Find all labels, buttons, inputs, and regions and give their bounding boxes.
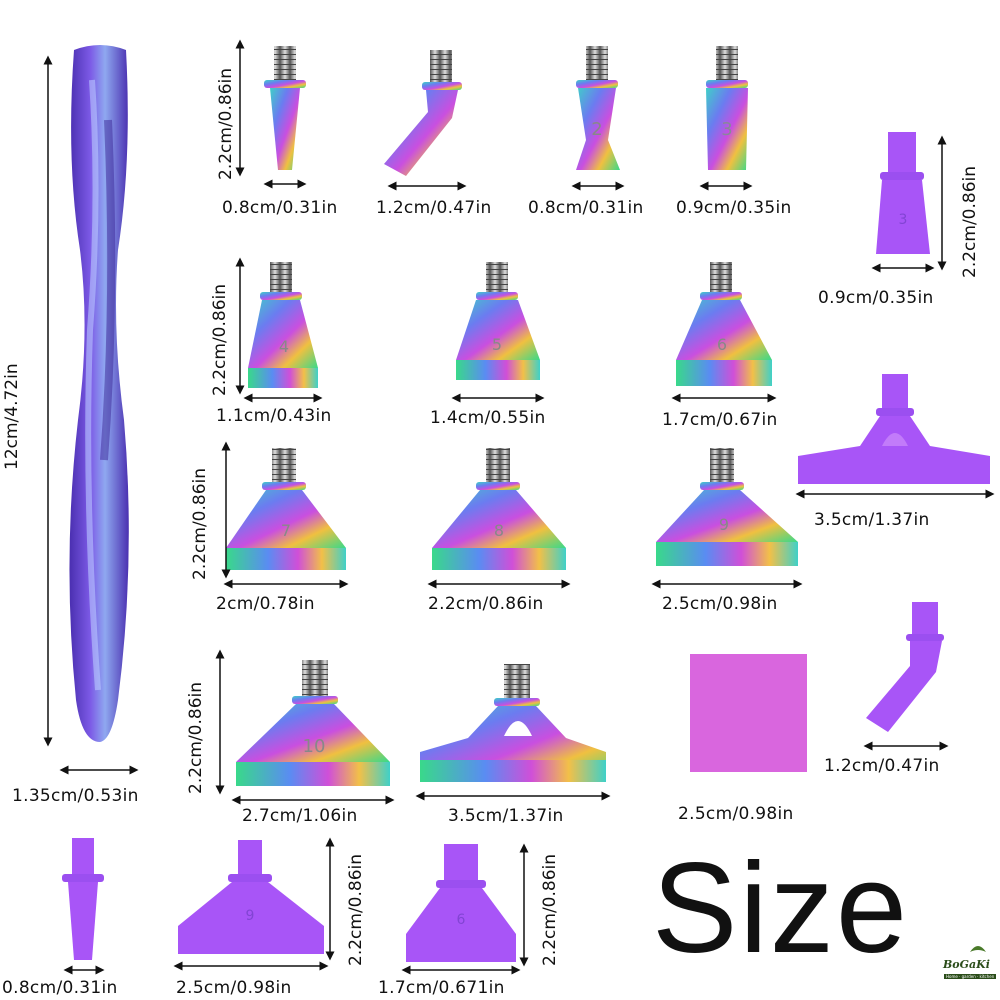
- leaf-icon: [970, 946, 986, 952]
- purple-tip-wide: [798, 374, 990, 484]
- metal-tip-1: [264, 46, 306, 170]
- tip-6-width-label: 1.7cm/0.67in: [662, 410, 778, 430]
- engraving-2: 2: [591, 119, 602, 140]
- engraving-3: 3: [721, 119, 732, 140]
- brand-tagline: Home · garden · kitchen: [944, 974, 997, 979]
- metal-tip-2: [576, 46, 620, 170]
- engraving-9: 9: [719, 515, 729, 534]
- engraving-p3: 3: [899, 212, 908, 228]
- tip-7-height-label: 2.2cm/0.86in: [190, 467, 210, 580]
- metal-tip-bent: [384, 50, 462, 176]
- engraving-6: 6: [717, 335, 727, 354]
- metal-tip-4: [248, 262, 318, 388]
- swatch-width-label: 2.5cm/0.98in: [678, 804, 794, 824]
- size-title: Size: [652, 837, 909, 980]
- tip-4-height-label: 2.2cm/0.86in: [210, 283, 230, 396]
- ptip-9-width-label: 2.5cm/0.98in: [176, 978, 292, 998]
- ptip-3-width-label: 0.9cm/0.35in: [818, 288, 934, 308]
- metal-tip-7: [226, 448, 346, 570]
- brand-logo: BoGaKi: [943, 958, 990, 971]
- ptip-bent-width-label: 1.2cm/0.47in: [824, 756, 940, 776]
- tip-10-width-label: 2.7cm/1.06in: [242, 806, 358, 826]
- tip-7-width-label: 2cm/0.78in: [216, 594, 315, 614]
- purple-tip-6: [406, 844, 516, 962]
- engraving-p6: 6: [457, 912, 466, 928]
- ptip-9-height-label: 2.2cm/0.86in: [346, 853, 366, 966]
- purple-tip-3: [876, 132, 930, 254]
- tip-wide-width-label: 3.5cm/1.37in: [448, 806, 564, 826]
- metal-tip-wide: [420, 664, 606, 782]
- tip-2-width-label: 0.8cm/0.31in: [528, 198, 644, 218]
- handle: [69, 45, 129, 742]
- engraving-10: 10: [303, 736, 326, 757]
- purple-tip-1: [62, 838, 104, 960]
- ptip-6-width-label: 1.7cm/0.671in: [378, 978, 505, 998]
- ptip-3-height-label: 2.2cm/0.86in: [960, 165, 980, 278]
- metal-tip-6: [676, 262, 772, 386]
- engraving-7: 7: [281, 521, 291, 540]
- tip-9-width-label: 2.5cm/0.98in: [662, 594, 778, 614]
- metal-tip-9: [656, 448, 798, 566]
- engraving-p9: 9: [246, 908, 255, 924]
- ptip-1-width-label: 0.8cm/0.31in: [2, 978, 118, 998]
- tip-3-width-label: 0.9cm/0.35in: [676, 198, 792, 218]
- tip-4-width-label: 1.1cm/0.43in: [216, 406, 332, 426]
- ptip-wide-width-label: 3.5cm/1.37in: [814, 510, 930, 530]
- engraving-8: 8: [494, 521, 504, 540]
- metal-tip-10: [236, 660, 390, 786]
- handle-length-label: 12cm/4.72in: [2, 363, 22, 470]
- engraving-5: 5: [492, 335, 502, 354]
- metal-tip-8: [432, 448, 566, 570]
- purple-tip-9: [178, 840, 324, 954]
- purple-tip-bent: [866, 602, 944, 732]
- engraving-4: 4: [279, 337, 289, 356]
- tip-5-width-label: 1.4cm/0.55in: [430, 408, 546, 428]
- tip-1-height-label: 2.2cm/0.86in: [216, 67, 236, 180]
- ptip-6-height-label: 2.2cm/0.86in: [540, 853, 560, 966]
- tip-1-width-label: 0.8cm/0.31in: [222, 198, 338, 218]
- tip-10-height-label: 2.2cm/0.86in: [186, 681, 206, 794]
- handle-width-label: 1.35cm/0.53in: [12, 786, 139, 806]
- metal-tip-5: [456, 262, 540, 380]
- tip-bent-width-label: 1.2cm/0.47in: [376, 198, 492, 218]
- tip-8-width-label: 2.2cm/0.86in: [428, 594, 544, 614]
- clay-swatch: [690, 654, 807, 772]
- metal-tip-3: [706, 46, 748, 170]
